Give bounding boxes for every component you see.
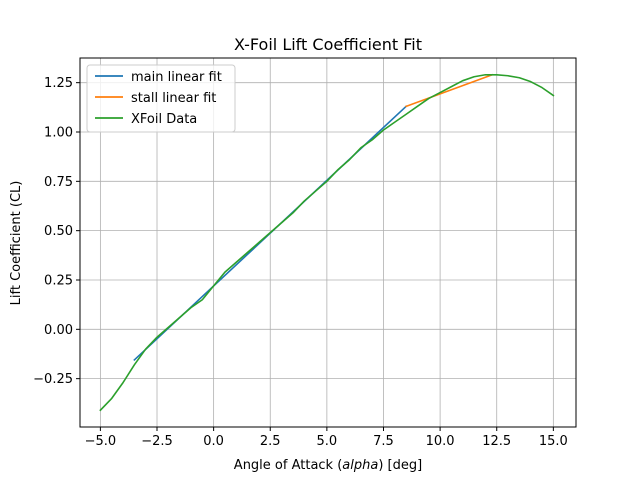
y-axis-ticks: −0.25 0.00 0.25 0.50 0.75 1.00 1.25 [33,76,80,387]
y-tick-label: −0.25 [33,372,73,387]
y-tick-label: 1.00 [44,125,73,140]
series-lines [99,73,555,412]
x-tick-label: 0.0 [203,434,224,449]
x-tick-label: 7.5 [373,434,394,449]
y-tick-label: 0.50 [44,224,73,239]
x-axis-title-italic: alpha [342,458,378,473]
y-tick-label: 1.25 [44,76,73,91]
y-tick-label: 0.25 [44,273,73,288]
y-axis-title: Lift Coefficient (CL) [9,181,24,306]
y-tick-label: 0.00 [44,323,73,338]
legend-entries: main linear fit stall linear fit XFoil Dat… [95,70,222,127]
legend-label-xfoil-data: XFoil Data [131,112,197,127]
x-tick-label: 15.0 [539,434,568,449]
x-axis-title-suffix: ) [deg] [378,458,422,473]
plot-frame [79,57,577,428]
legend-box [86,64,236,133]
x-tick-label: 10.0 [426,434,455,449]
x-tick-label: −5.0 [85,434,117,449]
x-tick-label: −2.5 [141,434,173,449]
y-tick-label: 0.75 [44,175,73,190]
x-axis-title-prefix: Angle of Attack ( [234,458,343,473]
x-tick-label: 5.0 [317,434,338,449]
series-line-stall-linear-fit [405,73,494,108]
x-axis-title: Angle of Attack (alpha) [deg] [234,458,422,473]
x-tick-label: 2.5 [260,434,281,449]
legend-label-stall-linear-fit: stall linear fit [131,91,216,106]
legend-label-main-linear-fit: main linear fit [131,70,222,85]
x-axis-ticks: −5.0 −2.5 0.0 2.5 5.0 7.5 10.0 12.5 15.0 [85,427,568,449]
chart-title: X-Foil Lift Coefficient Fit [234,35,422,54]
x-tick-label: 12.5 [482,434,511,449]
series-line-xfoil-data [99,73,555,412]
legend: main linear fit stall linear fit XFoil Dat… [86,64,236,133]
